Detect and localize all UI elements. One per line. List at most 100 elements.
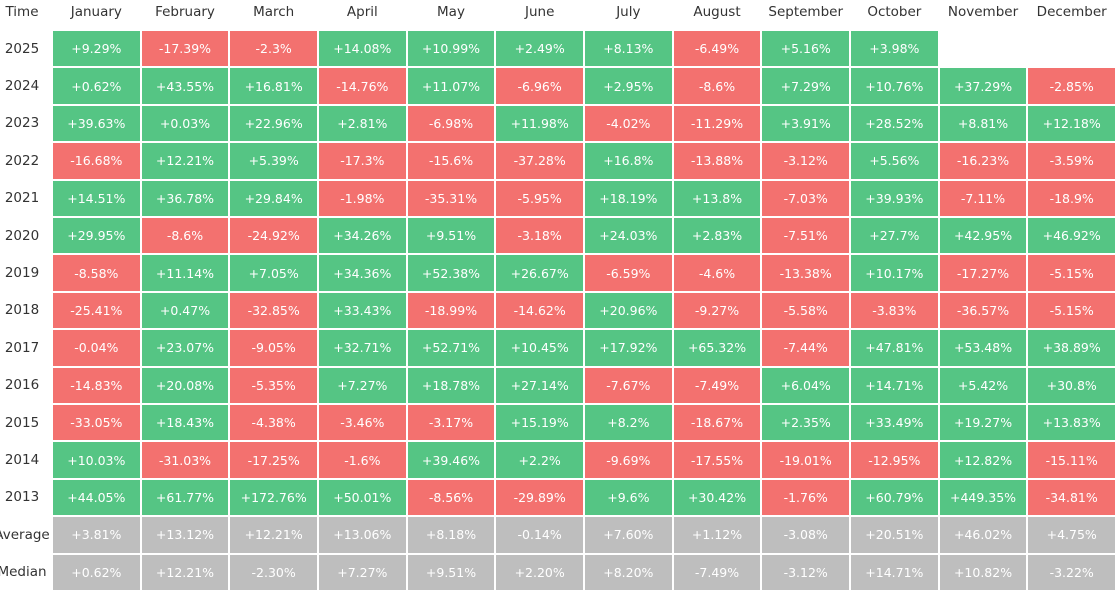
- return-cell: +37.29%: [938, 67, 1028, 105]
- return-cell: +10.99%: [406, 30, 496, 68]
- return-cell: -8.6%: [672, 67, 762, 105]
- return-cell: -14.76%: [318, 67, 407, 105]
- summary-cell: +10.82%: [938, 553, 1028, 591]
- summary-cell: +14.71%: [850, 553, 939, 591]
- return-cell: +19.27%: [938, 404, 1028, 442]
- summary-cell: +0.62%: [52, 553, 141, 591]
- month-header: November: [947, 4, 1019, 20]
- return-cell: +10.45%: [495, 329, 584, 367]
- return-cell: +33.43%: [318, 291, 407, 330]
- return-cell: +6.04%: [761, 366, 851, 404]
- row-label: 2017: [4, 339, 40, 356]
- return-cell: +2.35%: [761, 404, 851, 442]
- return-cell: +7.29%: [761, 67, 851, 105]
- return-cell: -17.3%: [318, 142, 407, 180]
- return-cell: +12.18%: [1027, 104, 1117, 143]
- return-cell: +0.47%: [140, 291, 230, 330]
- summary-cell: +20.51%: [850, 516, 939, 554]
- return-cell: +9.29%: [52, 30, 141, 68]
- return-cell: -9.05%: [229, 329, 318, 367]
- return-cell: -9.27%: [672, 291, 762, 330]
- summary-cell: +1.12%: [672, 516, 762, 554]
- return-cell: -14.83%: [52, 366, 141, 404]
- return-cell: -36.57%: [938, 291, 1028, 330]
- return-cell: -29.89%: [495, 478, 584, 517]
- return-cell: -32.85%: [229, 291, 318, 330]
- summary-cell: +13.12%: [140, 516, 230, 554]
- return-cell: -5.35%: [229, 366, 318, 404]
- return-cell: -4.02%: [584, 104, 673, 143]
- return-cell: -14.62%: [495, 291, 584, 330]
- return-cell: +26.67%: [495, 254, 584, 292]
- return-cell: +2.81%: [318, 104, 407, 143]
- return-cell: +9.6%: [584, 478, 673, 517]
- month-header: August: [693, 4, 741, 20]
- return-cell: +36.78%: [140, 179, 230, 217]
- return-cell: -1.6%: [318, 441, 407, 479]
- return-cell: +172.76%: [229, 478, 318, 517]
- row-label: Median: [0, 564, 47, 581]
- return-cell: -5.15%: [1027, 291, 1117, 330]
- return-cell: -2.3%: [229, 30, 318, 68]
- month-header: October: [867, 4, 922, 20]
- return-cell: -18.67%: [672, 404, 762, 442]
- return-cell: +23.07%: [140, 329, 230, 367]
- return-cell: +9.51%: [406, 217, 496, 255]
- return-cell: +5.56%: [850, 142, 939, 180]
- return-cell: +47.81%: [850, 329, 939, 367]
- return-cell: +8.81%: [938, 104, 1028, 143]
- return-cell: +3.91%: [761, 104, 851, 143]
- return-cell: +7.05%: [229, 254, 318, 292]
- month-header: December: [1036, 4, 1107, 20]
- return-cell: +20.08%: [140, 366, 230, 404]
- return-cell: +29.84%: [229, 179, 318, 217]
- return-cell: +10.76%: [850, 67, 939, 105]
- return-cell: +2.49%: [495, 30, 584, 68]
- return-cell: +2.95%: [584, 67, 673, 105]
- row-label: 2016: [4, 377, 40, 394]
- return-cell: +11.07%: [406, 67, 496, 105]
- row-label-header: Time: [5, 4, 39, 20]
- month-header: March: [253, 4, 295, 20]
- return-cell: -37.28%: [495, 142, 584, 180]
- row-label: 2018: [4, 302, 40, 319]
- return-cell: +52.38%: [406, 254, 496, 292]
- month-header: September: [768, 4, 843, 20]
- return-cell: +39.93%: [850, 179, 939, 217]
- return-cell: +22.96%: [229, 104, 318, 143]
- summary-cell: +13.06%: [318, 516, 407, 554]
- return-cell: +18.43%: [140, 404, 230, 442]
- return-cell: +32.71%: [318, 329, 407, 367]
- row-label: 2019: [4, 265, 40, 282]
- return-cell: -25.41%: [52, 291, 141, 330]
- summary-cell: -3.12%: [761, 553, 851, 591]
- return-cell: +39.46%: [406, 441, 496, 479]
- row-label: Average: [0, 526, 50, 543]
- month-header: June: [524, 4, 555, 20]
- row-label: 2024: [4, 78, 40, 95]
- return-cell: -3.59%: [1027, 142, 1117, 180]
- row-label: 2023: [4, 115, 40, 132]
- return-cell: -5.95%: [495, 179, 584, 217]
- return-cell: -33.05%: [52, 404, 141, 442]
- return-cell: -5.15%: [1027, 254, 1117, 292]
- return-cell: +34.36%: [318, 254, 407, 292]
- row-label: 2022: [4, 152, 40, 169]
- summary-cell: -7.49%: [672, 553, 762, 591]
- return-cell: +5.42%: [938, 366, 1028, 404]
- return-cell: +52.71%: [406, 329, 496, 367]
- return-cell: -16.23%: [938, 142, 1028, 180]
- return-cell: +30.42%: [672, 478, 762, 517]
- return-cell: +7.27%: [318, 366, 407, 404]
- summary-cell: +4.75%: [1027, 516, 1117, 554]
- return-cell: +11.14%: [140, 254, 230, 292]
- return-cell: -7.11%: [938, 179, 1028, 217]
- return-cell: -6.98%: [406, 104, 496, 143]
- return-cell: -13.88%: [672, 142, 762, 180]
- return-cell: -3.46%: [318, 404, 407, 442]
- return-cell: -3.12%: [761, 142, 851, 180]
- return-cell: -18.9%: [1027, 179, 1117, 217]
- summary-cell: +3.81%: [52, 516, 141, 554]
- return-cell: -17.55%: [672, 441, 762, 479]
- month-header: February: [155, 4, 215, 20]
